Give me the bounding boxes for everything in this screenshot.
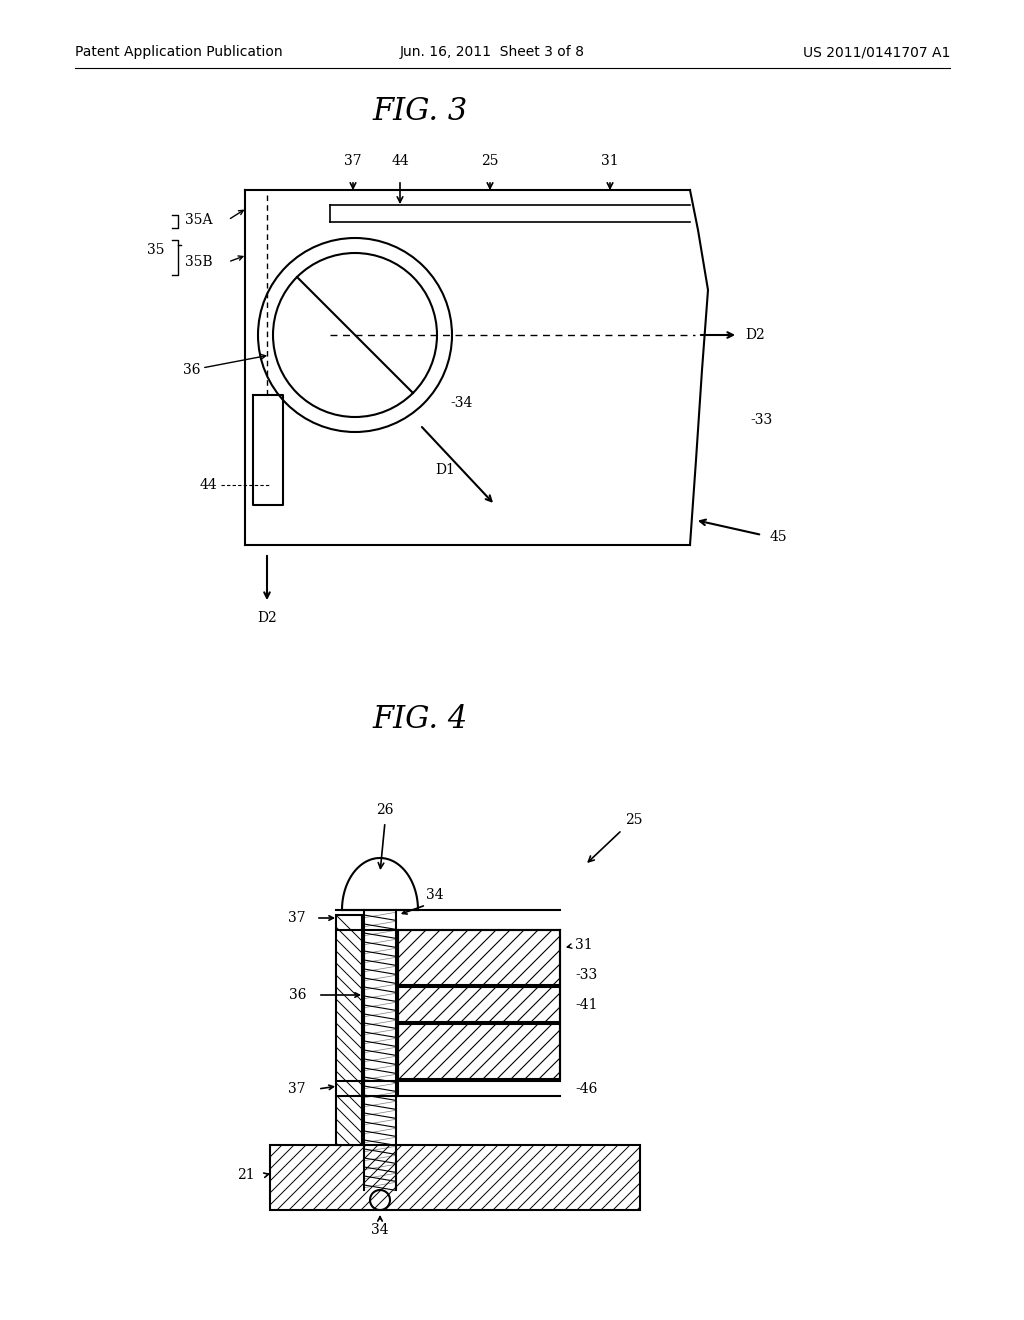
Text: 21: 21: [238, 1168, 255, 1181]
Circle shape: [370, 1191, 390, 1210]
Text: 44: 44: [200, 478, 217, 492]
Text: 31: 31: [601, 154, 618, 168]
Text: FIG. 4: FIG. 4: [373, 705, 468, 735]
Text: 34: 34: [426, 888, 443, 902]
Text: 25: 25: [481, 154, 499, 168]
Text: 25: 25: [625, 813, 642, 828]
Text: 36: 36: [289, 987, 306, 1002]
Text: -33: -33: [750, 413, 772, 426]
Text: 45: 45: [770, 531, 787, 544]
Text: 35: 35: [147, 243, 165, 257]
Text: Jun. 16, 2011  Sheet 3 of 8: Jun. 16, 2011 Sheet 3 of 8: [400, 45, 585, 59]
Text: -34: -34: [450, 396, 472, 411]
Text: 26: 26: [376, 803, 394, 817]
Text: 37: 37: [289, 911, 306, 925]
Text: 35B: 35B: [185, 255, 213, 269]
Text: -46: -46: [575, 1082, 597, 1096]
Bar: [398, 931, 560, 985]
Text: US 2011/0141707 A1: US 2011/0141707 A1: [803, 45, 950, 59]
Text: 37: 37: [289, 1082, 306, 1096]
Text: D2: D2: [745, 327, 765, 342]
Text: 44: 44: [391, 154, 409, 168]
Text: 36: 36: [182, 363, 200, 378]
Text: D2: D2: [257, 611, 276, 624]
Bar: [398, 987, 560, 1022]
Bar: [336, 915, 362, 1144]
Text: Patent Application Publication: Patent Application Publication: [75, 45, 283, 59]
Text: 35A: 35A: [185, 213, 213, 227]
Bar: [270, 1144, 640, 1210]
Text: -41: -41: [575, 998, 597, 1012]
Text: FIG. 3: FIG. 3: [373, 96, 468, 128]
Bar: [398, 1024, 560, 1078]
Text: 31: 31: [575, 939, 593, 952]
Text: D1: D1: [435, 463, 455, 477]
Text: 37: 37: [344, 154, 361, 168]
Text: 34: 34: [371, 1224, 389, 1237]
Text: -33: -33: [575, 968, 597, 982]
